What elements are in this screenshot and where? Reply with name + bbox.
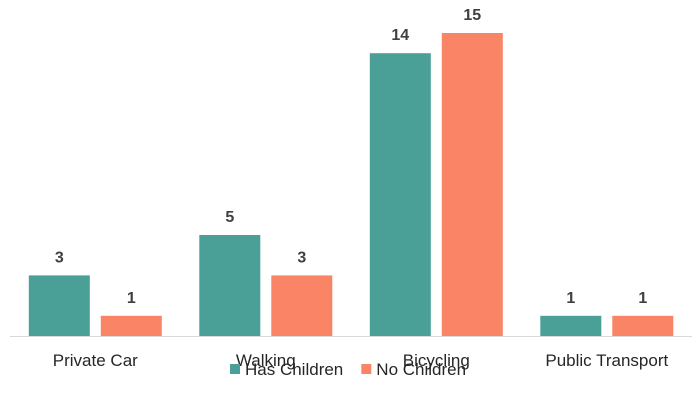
category-label-bicycling: Bicycling — [403, 351, 470, 370]
bar-no-children-private-car — [100, 315, 162, 336]
data-label-has-children-public-transport: 1 — [566, 290, 575, 307]
bar-has-children-public-transport — [540, 315, 602, 336]
category-label-private-car: Private Car — [53, 351, 138, 370]
category-label-public-transport: Public Transport — [545, 351, 668, 370]
legend-swatch-no-children — [361, 364, 372, 374]
data-label-no-children-private-car: 1 — [127, 290, 136, 307]
bar-no-children-walking — [271, 275, 333, 336]
legend-item-has-children: Has Children — [230, 360, 343, 379]
legend-label-no-children: No Children — [376, 360, 466, 379]
legend-swatch-has-children — [230, 364, 240, 374]
bar-no-children-public-transport — [612, 315, 674, 336]
data-label-no-children-public-transport: 1 — [638, 290, 647, 307]
data-label-has-children-walking: 5 — [225, 209, 234, 226]
legend: Has Children No Children — [230, 360, 466, 379]
legend-label-has-children: Has Children — [245, 360, 343, 379]
bar-has-children-walking — [199, 235, 261, 336]
data-label-has-children-private-car: 3 — [55, 249, 64, 266]
category-label-walking: Walking — [236, 351, 296, 370]
legend-item-no-children: No Children — [361, 360, 466, 379]
data-label-no-children-bicycling: 15 — [463, 7, 481, 24]
bars-layer — [28, 33, 674, 336]
bar-has-children-private-car — [28, 275, 90, 336]
bar-no-children-bicycling — [441, 33, 503, 336]
data-label-has-children-bicycling: 14 — [391, 27, 409, 44]
bar-has-children-bicycling — [369, 53, 431, 336]
category-axis: Private Car Walking Bicycling Public Transp… — [53, 351, 669, 370]
data-label-no-children-walking: 3 — [297, 249, 306, 266]
